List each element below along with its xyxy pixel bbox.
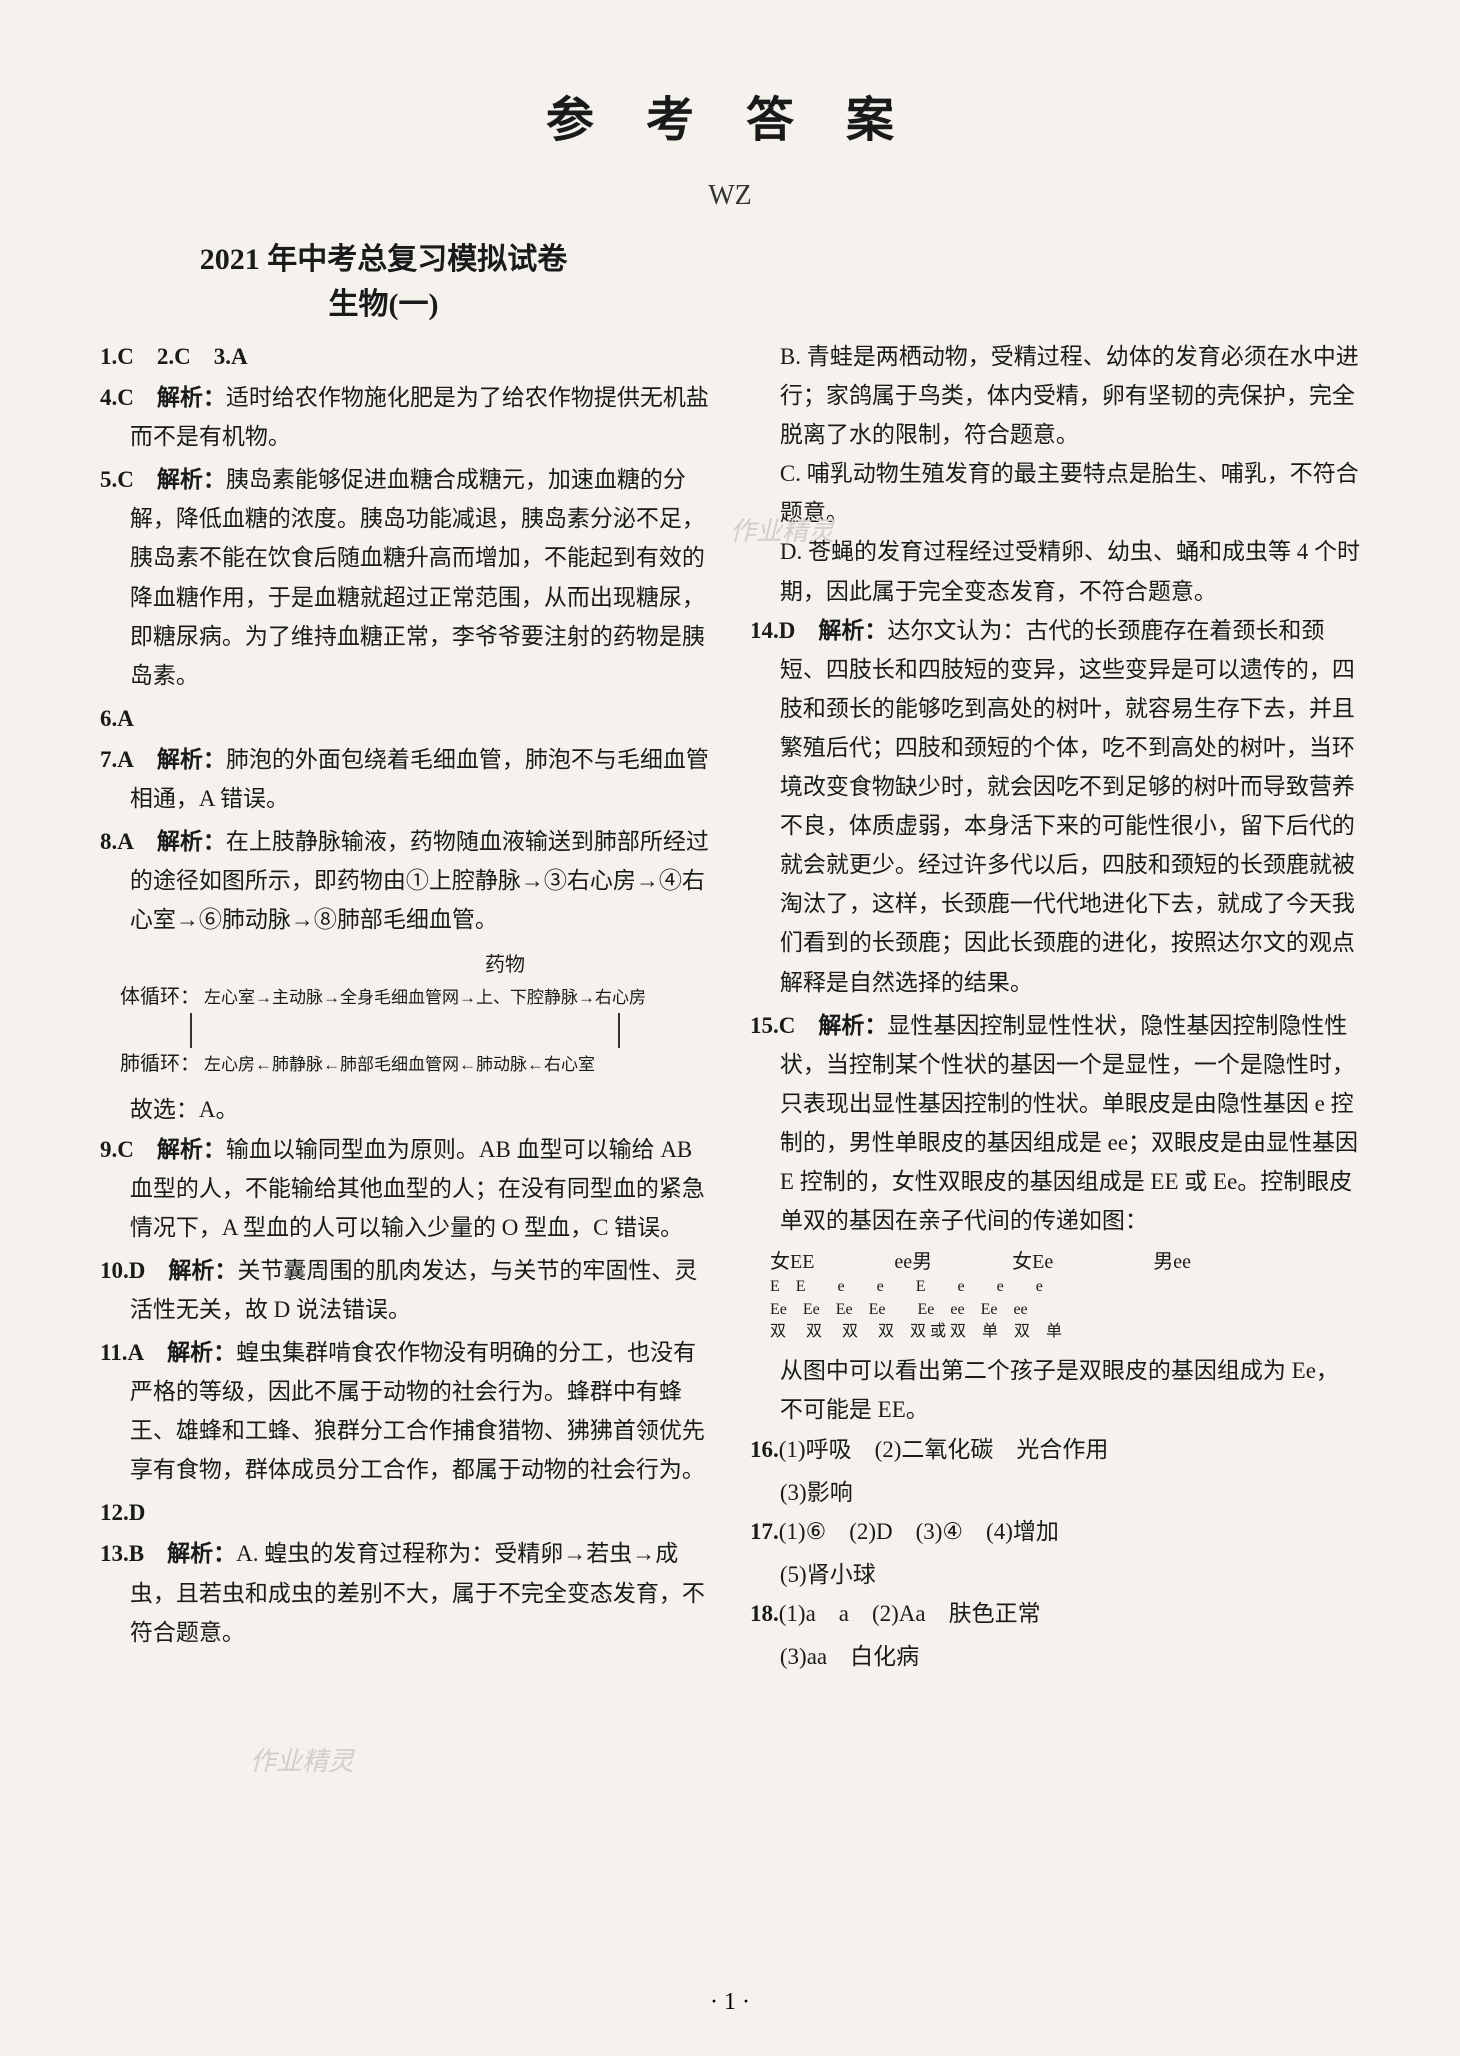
q13-part-b: B. 青蛙是两栖动物，受精过程、幼体的发育必须在水中进行；家鸽属于鸟类，体内受精…: [750, 337, 1360, 454]
systemic-circulation: 体循环： 左心室→主动脉→全身毛细血管网→上、下腔静脉→右心房: [120, 981, 710, 1013]
question-17: 17.(1)⑥ (2)D (3)④ (4)增加: [750, 1512, 1360, 1551]
q10-label: 解析：: [168, 1258, 237, 1283]
q18-p2: (3)aa 白化病: [750, 1637, 1360, 1676]
question-12: 12.D: [100, 1493, 710, 1532]
question-16: 16.(1)呼吸 (2)二氧化碳 光合作用: [750, 1430, 1360, 1469]
q5-label: 解析：: [157, 467, 226, 492]
question-13: 13.B 解析：A. 蝗虫的发育过程称为：受精卵→若虫→成虫，且若虫和成虫的差别…: [100, 1534, 710, 1651]
diagram-drug-label: 药物: [300, 949, 710, 981]
question-15: 15.C 解析：显性基因控制显性性状，隐性基因控制隐性性状，当控制某个性状的基因…: [750, 1006, 1360, 1241]
q17-p2: (5)肾小球: [750, 1555, 1360, 1594]
diagram-label2: 肺循环：: [120, 1048, 200, 1080]
right-column: B. 青蛙是两栖动物，受精过程、幼体的发育必须在水中进行；家鸽属于鸟类，体内受精…: [750, 337, 1360, 1676]
q7-num: 7.A: [100, 747, 134, 772]
q17-p1: (1)⑥ (2)D (3)④ (4)增加: [779, 1519, 1059, 1544]
question-9: 9.C 解析：输血以输同型血为原则。AB 血型可以输给 AB 血型的人，不能输给…: [100, 1130, 710, 1247]
q16-p2: (3)影响: [750, 1473, 1360, 1512]
diagram-connector: [190, 1013, 620, 1048]
section-header-line1: 2021 年中考总复习模拟试卷: [100, 237, 667, 282]
q15-conclusion: 从图中可以看出第二个孩子是双眼皮的基因组成为 Ee，不可能是 EE。: [750, 1351, 1360, 1429]
q10-num: 10.D: [100, 1258, 145, 1283]
q15-label: 解析：: [818, 1013, 887, 1038]
q9-num: 9.C: [100, 1137, 134, 1162]
q15-num: 15.C: [750, 1013, 795, 1038]
q4-label: 解析：: [157, 385, 226, 410]
q14-text: 达尔文认为：古代的长颈鹿存在着颈长和颈短、四肢长和四肢短的变异，这些变异是可以遗…: [780, 618, 1355, 995]
q4-num: 4.C: [100, 385, 134, 410]
answers-1-3: 1.C 2.C 3.A: [100, 337, 710, 376]
q14-num: 14.D: [750, 618, 795, 643]
handwritten-note: WZ: [100, 180, 1360, 212]
tree-gametes: E E e e E e e e: [770, 1276, 1360, 1298]
tree-parents: 女EE ee男 女Ee 男ee: [770, 1248, 1360, 1276]
question-14: 14.D 解析：达尔文认为：古代的长颈鹿存在着颈长和颈短、四肢长和四肢短的变异，…: [750, 611, 1360, 1002]
diagram-path2: 左心房←肺静脉←肺部毛细血管网←肺动脉←右心室: [204, 1051, 595, 1078]
left-column: 1.C 2.C 3.A 4.C 解析：适时给农作物施化肥是为了给农作物提供无机盐…: [100, 337, 710, 1676]
q5-num: 5.C: [100, 467, 134, 492]
circulation-diagram: 药物 体循环： 左心室→主动脉→全身毛细血管网→上、下腔静脉→右心房 肺循环： …: [120, 949, 710, 1080]
question-7: 7.A 解析：肺泡的外面包绕着毛细血管，肺泡不与毛细血管相通，A 错误。: [100, 740, 710, 818]
question-10: 10.D 解析：关节囊周围的肌肉发达，与关节的牢固性、灵活性无关，故 D 说法错…: [100, 1251, 710, 1329]
q8-label: 解析：: [157, 829, 226, 854]
q17-num: 17.: [750, 1519, 779, 1544]
diagram-path1: 左心室→主动脉→全身毛细血管网→上、下腔静脉→右心房: [204, 984, 646, 1011]
diagram-label1: 体循环：: [120, 981, 200, 1013]
q13-num: 13.B: [100, 1541, 144, 1566]
question-6: 6.A: [100, 699, 710, 738]
page-title: 参 考 答 案: [100, 80, 1360, 150]
question-4: 4.C 解析：适时给农作物施化肥是为了给农作物提供无机盐而不是有机物。: [100, 378, 710, 456]
q16-num: 16.: [750, 1437, 779, 1462]
q7-label: 解析：: [157, 747, 226, 772]
watermark-1: 作业精灵: [250, 1740, 354, 1784]
q15-text: 显性基因控制显性性状，隐性基因控制隐性性状，当控制某个性状的基因一个是显性，一个…: [780, 1013, 1358, 1233]
page-number: · 1 ·: [710, 1989, 750, 2016]
q13-label: 解析：: [167, 1541, 236, 1566]
section-header-line2: 生物(一): [100, 282, 667, 327]
question-8: 8.A 解析：在上肢静脉输液，药物随血液输送到肺部所经过的途径如图所示，即药物由…: [100, 822, 710, 939]
question-11: 11.A 解析：蝗虫集群啃食农作物没有明确的分工，也没有严格的等级，因此不属于动…: [100, 1333, 710, 1489]
genetics-tree-diagram: 女EE ee男 女Ee 男ee E E e e E e e e Ee Ee Ee…: [770, 1248, 1360, 1343]
tree-children: Ee Ee Ee Ee Ee ee Ee ee: [770, 1299, 1360, 1321]
question-18: 18.(1)a a (2)Aa 肤色正常: [750, 1594, 1360, 1633]
q16-p1: (1)呼吸 (2)二氧化碳 光合作用: [779, 1437, 1109, 1462]
section-header: 2021 年中考总复习模拟试卷 生物(一): [100, 237, 667, 327]
pulmonary-circulation: 肺循环： 左心房←肺静脉←肺部毛细血管网←肺动脉←右心室: [120, 1048, 710, 1080]
q14-label: 解析：: [818, 618, 887, 643]
question-5: 5.C 解析：胰岛素能够促进血糖合成糖元，加速血糖的分解，降低血糖的浓度。胰岛功…: [100, 460, 710, 695]
q13-part-d: D. 苍蝇的发育过程经过受精卵、幼虫、蛹和成虫等 4 个时期，因此属于完全变态发…: [750, 532, 1360, 610]
q8-num: 8.A: [100, 829, 134, 854]
watermark-2: 作业精灵: [730, 510, 834, 554]
q11-label: 解析：: [167, 1340, 236, 1365]
q5-text: 胰岛素能够促进血糖合成糖元，加速血糖的分解，降低血糖的浓度。胰岛功能减退，胰岛素…: [130, 467, 705, 687]
q9-label: 解析：: [157, 1137, 226, 1162]
tree-phenotype: 双 双 双 双 双 或 双 单 双 单: [770, 1321, 1360, 1343]
q11-num: 11.A: [100, 1340, 144, 1365]
q13-part-c: C. 哺乳动物生殖发育的最主要特点是胎生、哺乳，不符合题意。: [750, 454, 1360, 532]
content-columns: 1.C 2.C 3.A 4.C 解析：适时给农作物施化肥是为了给农作物提供无机盐…: [100, 337, 1360, 1676]
q8-conclusion: 故选：A。: [100, 1090, 710, 1129]
q18-num: 18.: [750, 1601, 779, 1626]
q18-p1: (1)a a (2)Aa 肤色正常: [779, 1601, 1041, 1626]
